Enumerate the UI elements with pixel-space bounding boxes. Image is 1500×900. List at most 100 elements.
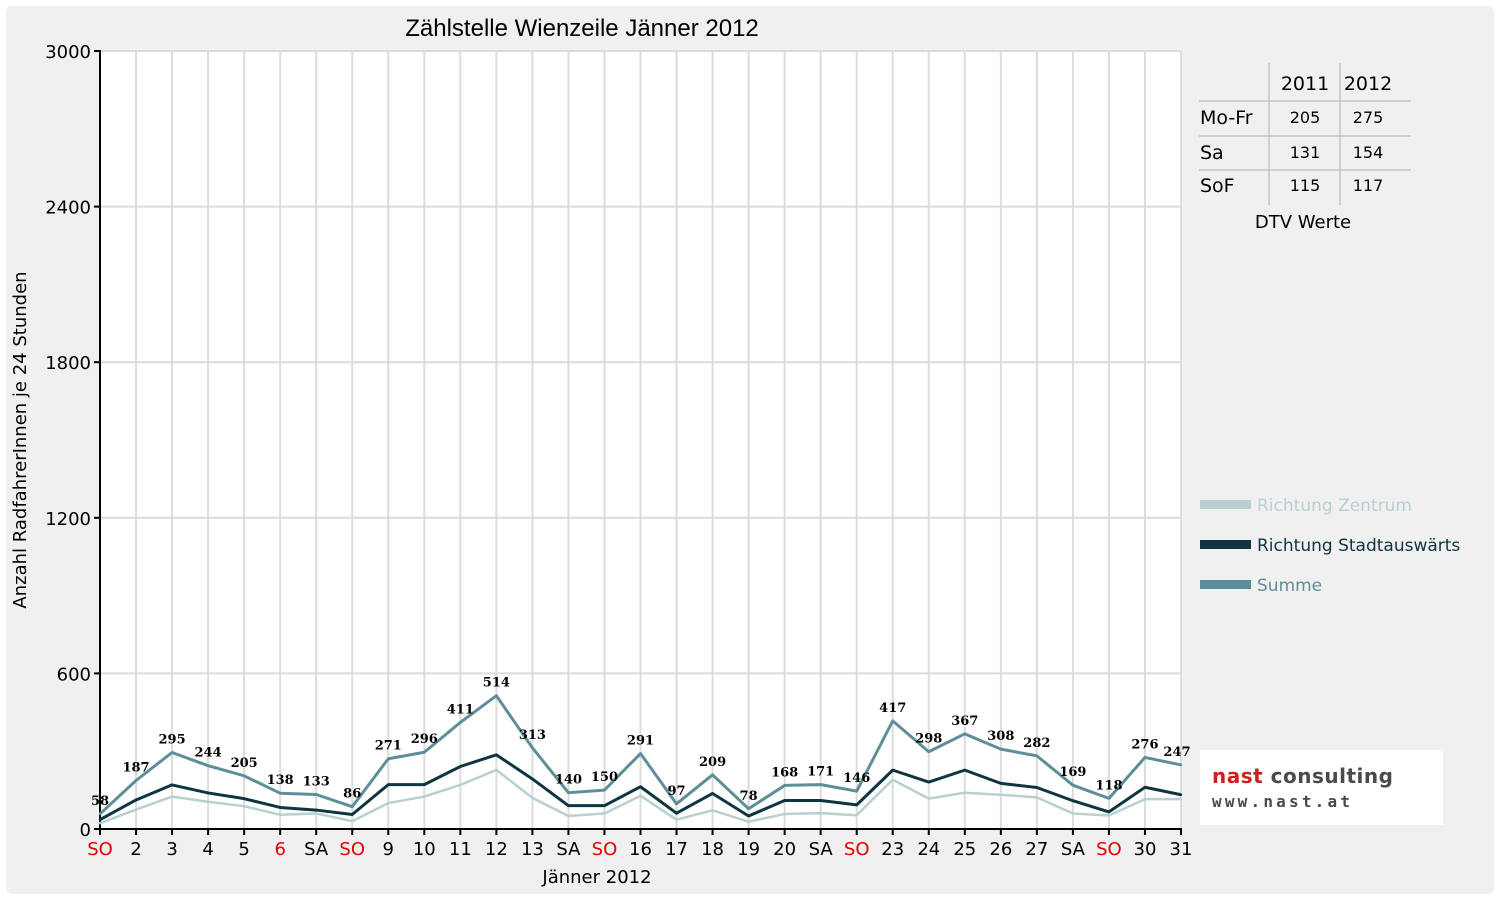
chart-title: Zählstelle Wienzeile Jänner 2012 xyxy=(405,15,759,42)
data-label: 58 xyxy=(91,794,109,809)
logo-text-nast: nast xyxy=(1212,764,1264,788)
series-point xyxy=(855,789,858,793)
series-point xyxy=(1179,793,1183,796)
series-point xyxy=(675,811,678,815)
series-point xyxy=(495,768,498,772)
series-point xyxy=(675,818,678,821)
dtv-table: 2011 2012 Mo-Fr 205 275 Sa 131 154 SoF 115 117DTV … xyxy=(1199,63,1411,233)
x-tick-label: SO xyxy=(87,839,113,860)
series-point xyxy=(423,795,426,798)
legend-swatch xyxy=(1200,500,1251,509)
series-point xyxy=(891,768,894,772)
data-label: 97 xyxy=(667,784,685,799)
data-label: 187 xyxy=(122,761,149,776)
x-tick-label: 26 xyxy=(989,839,1012,860)
data-label: 291 xyxy=(627,734,654,749)
series-point xyxy=(783,799,786,802)
series-point xyxy=(1107,810,1111,814)
series-point xyxy=(495,753,498,757)
data-label: 367 xyxy=(951,714,978,729)
legend-swatch xyxy=(1200,540,1251,549)
x-tick-label: 5 xyxy=(238,839,249,860)
x-tick-label: SA xyxy=(1061,839,1086,860)
series-point xyxy=(351,820,354,823)
series-point xyxy=(134,808,138,811)
dtv-caption: DTV Werte xyxy=(1255,212,1351,233)
series-point xyxy=(459,721,462,724)
data-label: 514 xyxy=(483,676,510,691)
x-tick-label: 23 xyxy=(881,839,904,860)
logo-text: nast consulting xyxy=(1212,764,1393,788)
series-point xyxy=(1071,812,1075,815)
series-point xyxy=(747,807,750,810)
series-point xyxy=(1035,786,1039,789)
data-label: 140 xyxy=(555,773,582,788)
series-point xyxy=(1143,756,1147,759)
series-point xyxy=(1071,799,1075,802)
data-label: 118 xyxy=(1095,778,1122,793)
series-point xyxy=(315,808,318,812)
y-tick-label: 1800 xyxy=(45,353,91,374)
series-point xyxy=(170,783,174,787)
x-tick-label: SA xyxy=(809,839,834,860)
dtv-cell: 205 xyxy=(1290,108,1321,127)
dtv-cell: 275 xyxy=(1353,108,1384,127)
x-tick-label: 9 xyxy=(383,839,394,860)
x-tick-label: 3 xyxy=(166,839,177,860)
series-point xyxy=(639,794,642,798)
dtv-row-label: Sa xyxy=(1200,142,1224,164)
series-point xyxy=(963,732,966,736)
x-tick-label: 25 xyxy=(953,839,976,860)
series-point xyxy=(206,791,210,795)
series-point xyxy=(315,793,318,796)
series-point xyxy=(387,783,390,786)
data-label: 296 xyxy=(411,732,438,747)
data-label: 411 xyxy=(447,702,474,717)
series-point xyxy=(206,800,210,803)
series-point xyxy=(387,801,390,805)
series-point xyxy=(711,792,714,795)
x-tick-label: 13 xyxy=(521,839,544,860)
x-tick-label: 2 xyxy=(130,839,141,860)
dtv-cell: 154 xyxy=(1353,143,1384,162)
series-point xyxy=(134,798,138,802)
series-point xyxy=(819,799,822,802)
data-label: 298 xyxy=(915,732,942,747)
x-tick-label: SA xyxy=(304,839,329,860)
series-point xyxy=(747,814,750,818)
series-point xyxy=(278,792,282,795)
series-point xyxy=(999,747,1003,751)
series-point xyxy=(1107,814,1111,817)
data-label: 282 xyxy=(1023,736,1050,751)
logo-text-consulting: consulting xyxy=(1263,764,1394,788)
data-label: 313 xyxy=(519,728,546,743)
x-tick-label: SA xyxy=(556,839,581,860)
x-tick-label: 4 xyxy=(202,839,213,860)
series-point xyxy=(423,751,426,754)
series-point xyxy=(1107,797,1111,800)
x-tick-label: SO xyxy=(1096,839,1122,860)
data-label: 133 xyxy=(303,775,330,790)
series-point xyxy=(603,788,606,792)
series-point xyxy=(170,795,174,798)
data-label: 146 xyxy=(843,771,870,786)
x-tick-label: 30 xyxy=(1134,839,1157,860)
series-point xyxy=(927,797,930,800)
x-tick-label: SO xyxy=(844,839,870,860)
data-label: 209 xyxy=(699,755,726,770)
data-label: 86 xyxy=(343,787,361,802)
series-point xyxy=(1179,763,1183,767)
data-label: 417 xyxy=(879,701,906,716)
logo-url: www.nast.at xyxy=(1212,792,1354,811)
data-label: 244 xyxy=(195,746,222,761)
x-tick-label: 10 xyxy=(413,839,436,860)
legend-swatch xyxy=(1200,580,1251,589)
series-point xyxy=(170,751,174,754)
y-tick-label: 3000 xyxy=(45,42,91,63)
series-point xyxy=(206,764,210,767)
series-point xyxy=(1143,786,1147,789)
series-point xyxy=(963,791,966,794)
x-tick-label: 12 xyxy=(485,839,508,860)
